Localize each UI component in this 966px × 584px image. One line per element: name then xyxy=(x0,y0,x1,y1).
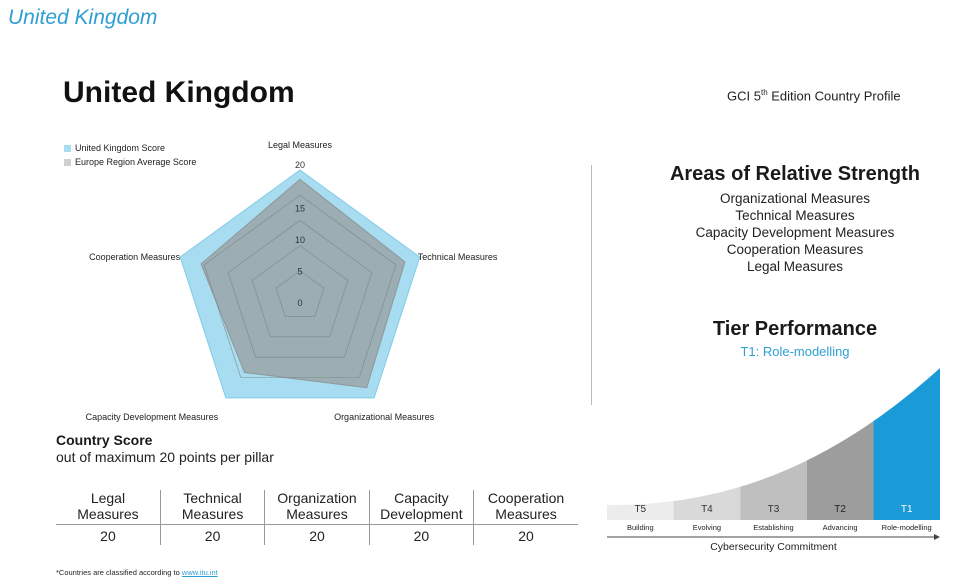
score-value: 20 xyxy=(264,524,370,545)
tier-title: Tier Performance xyxy=(712,318,878,340)
edition-prefix: GCI 5 xyxy=(727,88,761,104)
score-value-row: 20 20 20 20 20 xyxy=(56,524,578,545)
tier-bar xyxy=(806,421,874,520)
tier-caption: Role-modelling xyxy=(882,523,932,532)
score-header-row: Legal Measures Technical Measures Organiza… xyxy=(56,490,578,525)
tick-label: 10 xyxy=(295,235,305,245)
series-area-europe-average xyxy=(200,178,406,389)
axis-arrowhead xyxy=(934,534,940,540)
tier-bar xyxy=(607,501,674,520)
tier-bar xyxy=(740,460,807,520)
tier-caption: Advancing xyxy=(823,523,858,532)
country-title: United Kingdom xyxy=(63,76,295,109)
tier-code: T2 xyxy=(834,504,846,515)
tick-label: 5 xyxy=(297,267,302,277)
score-value: 20 xyxy=(100,528,116,544)
tier-subtitle: T1: Role-modelling xyxy=(740,344,850,359)
tier-chart: T5 Building T4 Evolving T3 Establishing T2 Adva… xyxy=(607,368,940,553)
strength-item: Cooperation Measures xyxy=(726,242,864,257)
score-header: Legal Measures xyxy=(56,490,161,525)
header-line: Technical xyxy=(183,490,242,506)
footnote-link[interactable]: www.itu.int xyxy=(181,568,218,577)
commitment-axis-label: Cybersecurity Commitment xyxy=(710,541,837,553)
header-line: Capacity xyxy=(394,490,449,506)
strength-list: Organizational Measures Technical Measur… xyxy=(645,190,945,275)
axis-label: Technical Measures xyxy=(418,252,498,262)
tick-label: 20 xyxy=(295,160,305,170)
legend-swatch xyxy=(64,158,71,166)
score-table: Legal Measures Technical Measures Organiza… xyxy=(56,490,578,545)
tier-code: T4 xyxy=(701,504,713,515)
tier-bar xyxy=(873,368,940,520)
header-line: Cooperation xyxy=(487,490,565,506)
header-line: Development xyxy=(380,506,463,522)
radar-chart: 0 5 10 15 20 Legal Measures Technical Measures… xyxy=(86,140,498,422)
grid-ring xyxy=(227,220,373,358)
header-line: Legal xyxy=(90,490,126,506)
legend-item: United Kingdom Score xyxy=(64,141,196,155)
tier-caption: Establishing xyxy=(753,523,793,532)
vertical-divider xyxy=(591,165,592,405)
tier-caption: Evolving xyxy=(693,523,721,532)
chart-legend: United Kingdom Score Europe Region Avera… xyxy=(64,141,196,169)
tick-label: 15 xyxy=(295,204,305,214)
score-value: 20 xyxy=(473,524,578,545)
legend-label: Europe Region Average Score xyxy=(75,157,197,167)
country-score-subtitle: out of maximum 20 points per pillar xyxy=(56,449,274,465)
tick-label: 0 xyxy=(297,298,302,308)
header-line: Measures xyxy=(181,506,244,522)
edition-label: GCI 5th Edition Country Profile xyxy=(727,88,901,103)
strength-item: Organizational Measures xyxy=(719,191,871,206)
grid-ring xyxy=(203,194,397,378)
axis-label: Organizational Measures xyxy=(334,412,435,422)
header-line: Measures xyxy=(495,506,557,522)
tier-code: T3 xyxy=(768,504,780,515)
strength-item: Capacity Development Measures xyxy=(695,225,895,240)
country-score-title: Country Score xyxy=(56,432,153,448)
score-header: Technical Measures xyxy=(159,490,265,525)
axis-label: Cooperation Measures xyxy=(89,252,181,262)
score-header: Cooperation Measures xyxy=(473,490,578,525)
score-header: Capacity Development xyxy=(368,490,474,525)
page-header: United Kingdom xyxy=(8,6,158,29)
strength-title: Areas of Relative Strength xyxy=(669,163,921,185)
legend-item: Europe Region Average Score xyxy=(64,155,196,169)
strength-item: Legal Measures xyxy=(746,259,844,274)
strength-item: Technical Measures xyxy=(735,208,855,223)
tier-caption: Building xyxy=(627,523,654,532)
grid-ring xyxy=(251,245,349,338)
score-value: 20 xyxy=(368,524,474,545)
axis-label: Capacity Development Measures xyxy=(86,412,219,422)
footnote: *Countries are classified according to w… xyxy=(56,568,218,577)
footnote-text: *Countries are classified according to xyxy=(56,568,182,577)
edition-sup: th xyxy=(760,88,768,97)
grid-ring xyxy=(275,270,325,317)
tier-code: T1 xyxy=(901,504,913,515)
score-header: Organization Measures xyxy=(264,490,370,525)
legend-label: United Kingdom Score xyxy=(75,143,166,153)
axis-label: Legal Measures xyxy=(268,140,333,150)
score-value: 20 xyxy=(159,524,265,545)
header-line: Organization xyxy=(277,490,357,506)
tier-code: T5 xyxy=(634,504,646,515)
edition-suffix: Edition Country Profile xyxy=(767,88,901,104)
legend-swatch xyxy=(64,144,71,152)
header-line: Measures xyxy=(286,506,348,522)
header-line: Measures xyxy=(77,506,139,522)
tier-bar xyxy=(673,486,741,520)
